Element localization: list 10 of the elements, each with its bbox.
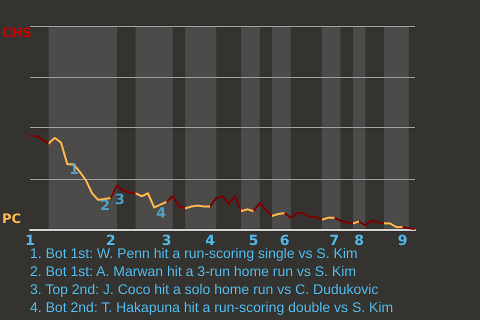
- text: CHS: [2, 26, 32, 41]
- text: 3. Top 2nd: J. Coco hit a solo home run vs C. Dudukovic: [30, 280, 380, 298]
- x-tick-label: 9: [398, 233, 408, 249]
- text: PC: [2, 212, 22, 227]
- annotation: 1: [69, 162, 80, 178]
- annotation: 2: [100, 198, 110, 214]
- annotation: 3: [115, 192, 125, 208]
- text: 4. Bot 2nd: T. Hakapuna hit a run-scoring double vs S. Kim: [30, 298, 394, 316]
- text: 2. Bot 1st: A. Marwan hit a 3-run home run vs S. Kim: [30, 262, 358, 280]
- annotation: 4: [156, 205, 166, 222]
